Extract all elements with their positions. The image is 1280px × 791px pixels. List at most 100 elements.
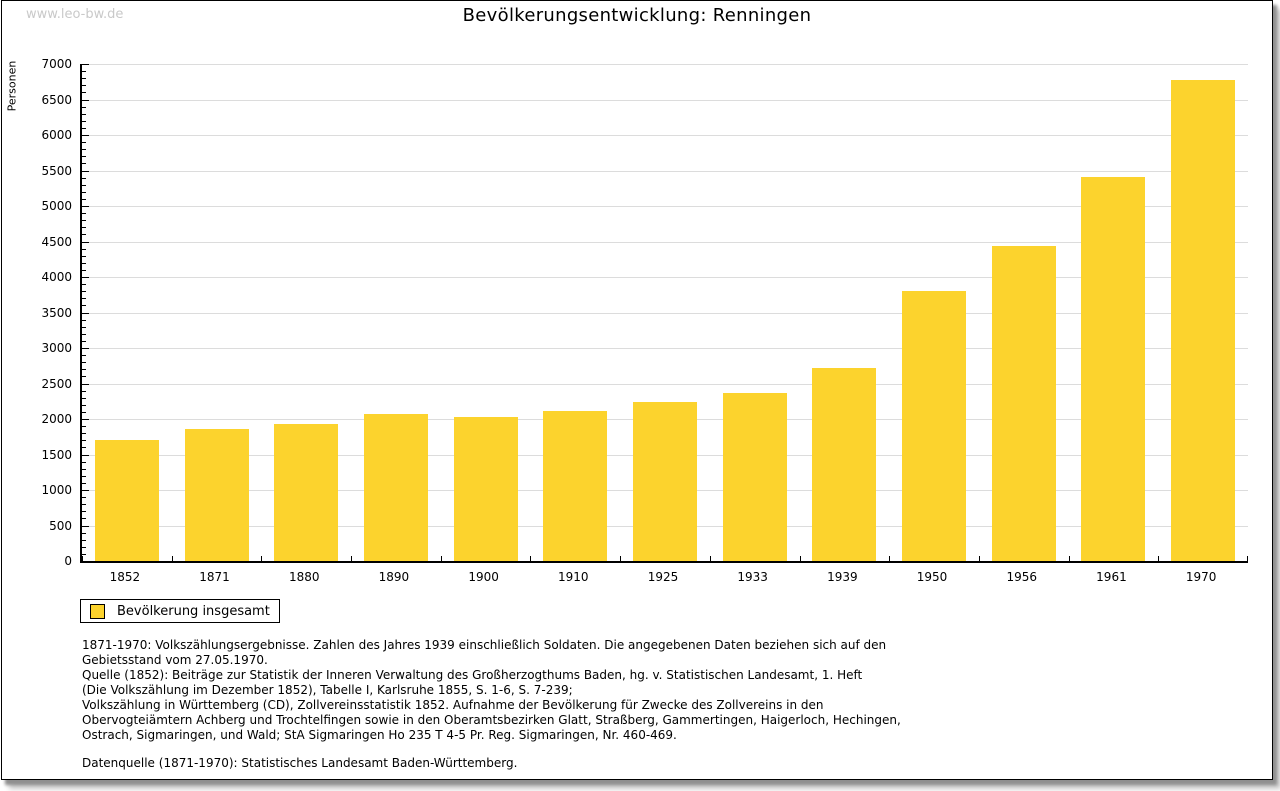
y-axis-minor-tick <box>82 78 86 80</box>
y-axis-minor-tick <box>82 156 86 158</box>
y-axis-minor-tick <box>82 397 86 399</box>
x-tick-label: 1880 <box>288 570 320 584</box>
y-axis-minor-tick <box>82 142 86 144</box>
footnotes: 1871-1970: Volkszählungsergebnisse. Zahl… <box>82 638 1212 771</box>
y-axis-minor-tick <box>82 475 86 477</box>
y-axis-minor-tick <box>82 390 86 392</box>
y-axis-major-tick <box>82 454 89 456</box>
bar-1933 <box>722 392 787 561</box>
x-axis-tick <box>709 556 711 561</box>
y-axis-major-tick <box>82 383 89 385</box>
gridline <box>82 170 1248 172</box>
y-axis-minor-tick <box>82 539 86 541</box>
x-tick-label: 1900 <box>468 570 499 584</box>
y-axis-minor-tick <box>82 411 86 413</box>
legend: Bevölkerung insgesamt <box>80 599 280 623</box>
x-axis-tick <box>351 556 353 561</box>
bar-1880 <box>274 423 339 561</box>
x-axis-tick <box>261 556 263 561</box>
footnote-source: Datenquelle (1871-1970): Statistisches L… <box>82 756 518 770</box>
y-tick-label: 1000 <box>41 483 72 497</box>
y-axis-minor-tick <box>82 482 86 484</box>
y-axis-major-tick <box>82 170 89 172</box>
bar-1890 <box>363 413 428 561</box>
y-axis-minor-tick <box>82 255 86 257</box>
x-axis-tick <box>530 556 532 561</box>
y-axis-minor-tick <box>82 553 86 555</box>
x-axis-tick <box>889 556 891 561</box>
y-axis-minor-tick <box>82 149 86 151</box>
x-tick-label: 1956 <box>1006 570 1038 584</box>
y-tick-label: 2000 <box>41 412 72 426</box>
y-tick-label: 1500 <box>41 447 72 462</box>
x-axis-tick <box>1247 556 1248 561</box>
y-axis-minor-tick <box>82 85 86 87</box>
gridline <box>82 135 1248 136</box>
footnote-line: (Die Volkszählung im Dezember 1852), Tab… <box>82 683 573 697</box>
y-axis-minor-tick <box>82 468 86 470</box>
y-axis-minor-tick <box>82 340 86 342</box>
y-axis-minor-tick <box>82 227 86 229</box>
y-axis-minor-tick <box>82 298 86 300</box>
x-axis-tick <box>1158 556 1160 561</box>
gridline <box>82 64 1248 65</box>
x-tick-label: 1890 <box>378 570 410 584</box>
y-axis-minor-tick <box>82 369 86 371</box>
y-axis-minor-tick <box>82 127 86 129</box>
bar-1939 <box>812 367 877 561</box>
y-tick-label: 0 <box>64 554 72 568</box>
footnote-line: Gebietsstand vom 27.05.1970. <box>82 653 268 667</box>
footnote-line: Obervogteiämtern Achberg und Trochtelfin… <box>82 713 901 727</box>
y-tick-label: 5000 <box>41 199 72 213</box>
y-tick-label: 6500 <box>41 92 72 107</box>
y-axis-major-tick <box>82 525 89 527</box>
plot-region: 0 500 1000 1500 2000 2500 3000 3500 4000 4500 5000… <box>2 1 1272 779</box>
y-axis-minor-tick <box>82 113 86 115</box>
y-axis-minor-tick <box>82 326 86 328</box>
y-axis-minor-tick <box>82 198 86 200</box>
x-tick-label: 1933 <box>737 570 768 584</box>
y-axis-minor-tick <box>82 248 86 250</box>
y-axis-minor-tick <box>82 220 86 222</box>
gridline <box>82 241 1248 243</box>
footnote-line: Volkszählung in Württemberg (CD), Zollve… <box>82 698 824 712</box>
y-axis-minor-tick <box>82 426 86 428</box>
footnote-line: 1871-1970: Volkszählungsergebnisse. Zahl… <box>82 638 887 652</box>
bar-1925 <box>633 401 697 561</box>
y-tick-label: 7000 <box>41 57 72 71</box>
y-tick-label: 2500 <box>41 376 72 391</box>
y-axis-major-tick <box>82 241 89 243</box>
y-axis-major-tick <box>82 64 89 65</box>
y-axis-minor-tick <box>82 92 86 94</box>
gridline <box>82 206 1248 207</box>
y-axis-minor-tick <box>82 163 86 165</box>
x-tick-label: 1961 <box>1096 570 1127 584</box>
legend-swatch-icon <box>90 603 105 619</box>
y-tick-label: 3500 <box>41 305 72 320</box>
y-axis-minor-tick <box>82 262 86 264</box>
y-axis-minor-tick <box>82 106 86 108</box>
gridline <box>82 312 1248 314</box>
gridline <box>82 383 1248 385</box>
footnote-line: Ostrach, Sigmaringen, und Wald; StA Sigm… <box>82 728 677 742</box>
x-axis-tick <box>799 556 801 561</box>
y-axis-minor-tick <box>82 404 86 406</box>
y-axis-minor-tick <box>82 440 86 442</box>
y-axis-major-tick <box>82 490 89 491</box>
y-axis-major-tick <box>82 312 89 314</box>
x-tick-label: 1939 <box>827 570 858 584</box>
x-tick-label: 1852 <box>109 570 141 584</box>
y-axis-minor-tick <box>82 461 86 463</box>
y-axis-minor-tick <box>82 284 86 286</box>
y-axis-minor-tick <box>82 305 86 307</box>
y-axis-major-tick <box>82 206 89 207</box>
y-axis-minor-tick <box>82 120 86 122</box>
y-axis-minor-tick <box>82 518 86 520</box>
gridline <box>82 99 1248 101</box>
x-axis-tick <box>978 556 980 561</box>
y-axis-minor-tick <box>82 269 86 271</box>
y-axis-major-tick <box>82 99 89 101</box>
y-axis-minor-tick <box>82 184 86 186</box>
y-tick-label: 4500 <box>41 234 72 249</box>
y-axis-minor-tick <box>82 177 86 179</box>
